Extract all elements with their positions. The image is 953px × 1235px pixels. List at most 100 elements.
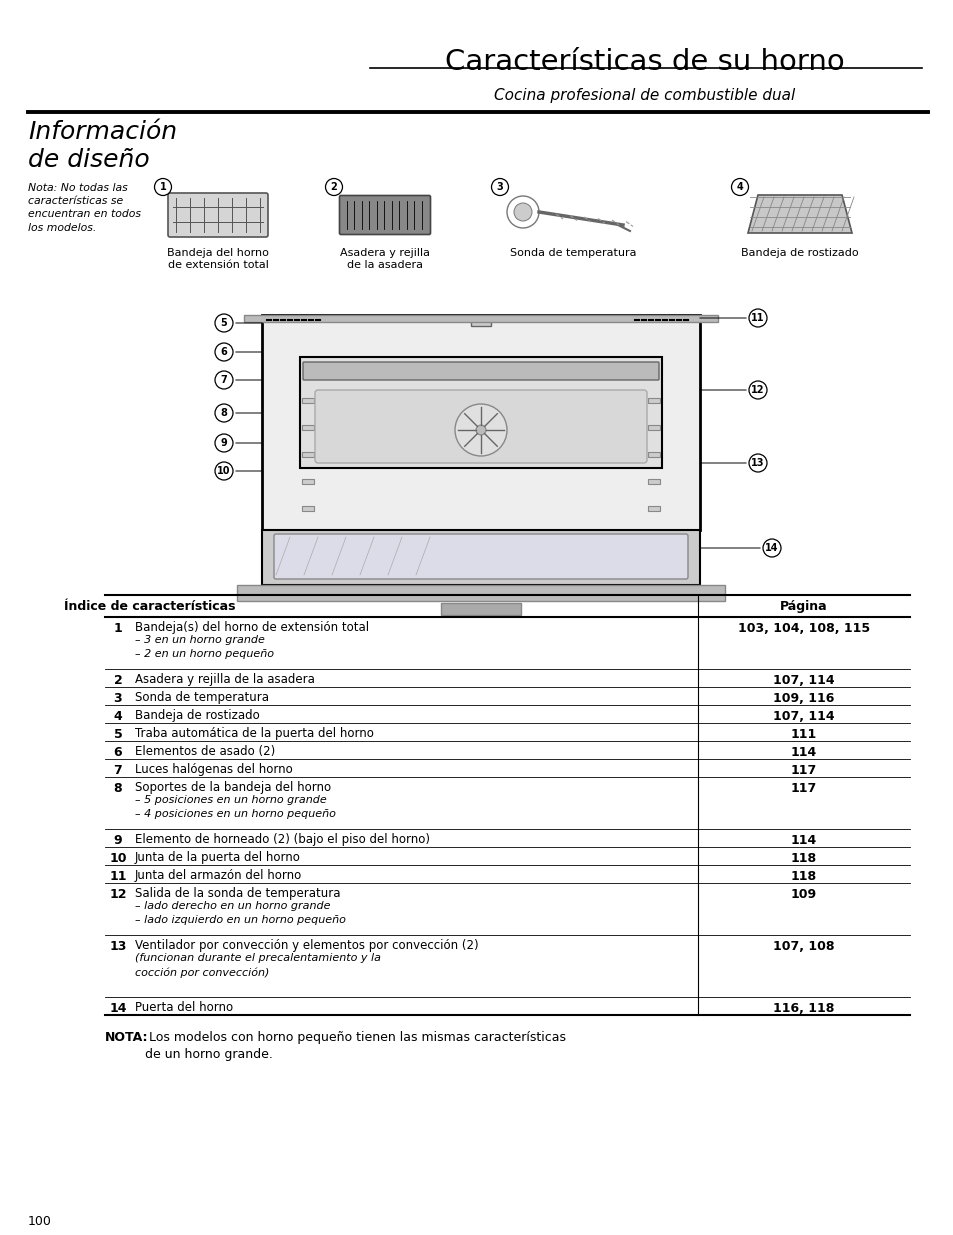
Text: Elementos de asado (2): Elementos de asado (2) [135,745,275,758]
Text: 3: 3 [497,182,503,191]
Text: 10: 10 [110,852,127,864]
Circle shape [214,314,233,332]
Circle shape [455,404,506,456]
Text: NOTA:: NOTA: [105,1031,149,1044]
Circle shape [214,343,233,361]
FancyBboxPatch shape [168,193,268,237]
FancyBboxPatch shape [647,398,659,403]
Text: 107, 108: 107, 108 [773,940,834,953]
FancyBboxPatch shape [647,452,659,457]
Circle shape [748,454,766,472]
Circle shape [214,404,233,422]
Text: 8: 8 [113,782,122,795]
Text: Sonda de temperatura: Sonda de temperatura [509,248,636,258]
FancyBboxPatch shape [440,603,520,615]
FancyBboxPatch shape [244,315,718,322]
Text: Junta de la puerta del horno: Junta de la puerta del horno [135,851,300,864]
Text: 9: 9 [220,438,227,448]
Text: (funcionan durante el precalentamiento y la: (funcionan durante el precalentamiento y… [135,953,380,963]
FancyBboxPatch shape [302,425,314,430]
Text: Bandeja del horno
de extensión total: Bandeja del horno de extensión total [167,248,269,270]
Text: 109, 116: 109, 116 [773,692,834,705]
Text: 8: 8 [220,408,227,417]
Circle shape [731,179,748,195]
Text: Asadera y rejilla
de la asadera: Asadera y rejilla de la asadera [339,248,430,270]
Text: 11: 11 [110,869,127,883]
Text: 13: 13 [750,458,764,468]
Text: 12: 12 [750,385,764,395]
FancyBboxPatch shape [302,398,314,403]
Text: 1: 1 [159,182,166,191]
Circle shape [214,462,233,480]
Text: 4: 4 [113,710,122,722]
Text: 114: 114 [790,746,817,760]
Text: 14: 14 [110,1002,127,1015]
Circle shape [506,196,538,228]
Circle shape [154,179,172,195]
Text: Información
de diseño: Información de diseño [28,120,177,172]
FancyBboxPatch shape [262,315,700,530]
Text: Salida de la sonda de temperatura: Salida de la sonda de temperatura [135,887,340,900]
Text: 12: 12 [110,888,127,902]
Circle shape [762,538,781,557]
Text: Bandeja(s) del horno de extensión total: Bandeja(s) del horno de extensión total [135,621,369,634]
FancyBboxPatch shape [302,506,314,511]
Text: 118: 118 [790,852,816,864]
Text: 111: 111 [790,727,817,741]
Text: Junta del armazón del horno: Junta del armazón del horno [135,869,302,882]
Text: 4: 4 [736,182,742,191]
Circle shape [514,203,532,221]
Text: Asadera y rejilla de la asadera: Asadera y rejilla de la asadera [135,673,314,685]
Text: Página: Página [780,600,827,613]
Text: – lado izquierdo en un horno pequeño: – lado izquierdo en un horno pequeño [135,915,346,925]
Polygon shape [747,195,851,233]
Text: 7: 7 [220,375,227,385]
Text: 2: 2 [113,674,122,687]
Text: 6: 6 [113,746,122,760]
FancyBboxPatch shape [302,479,314,484]
Text: 7: 7 [113,764,122,777]
Circle shape [748,382,766,399]
FancyBboxPatch shape [471,317,491,326]
Text: Los modelos con horno pequeño tienen las mismas características
de un horno gran: Los modelos con horno pequeño tienen las… [145,1031,565,1061]
Circle shape [214,370,233,389]
Text: Ventilador por convección y elementos por convección (2): Ventilador por convección y elementos po… [135,939,478,952]
Text: 107, 114: 107, 114 [772,674,834,687]
Text: 116, 118: 116, 118 [773,1002,834,1015]
FancyBboxPatch shape [262,530,700,585]
Circle shape [748,309,766,327]
Text: Nota: No todas las
características se
encuentran en todos
los modelos.: Nota: No todas las características se en… [28,183,141,232]
Text: Características de su horno: Características de su horno [445,48,844,77]
FancyBboxPatch shape [303,362,659,380]
Text: – 3 en un horno grande: – 3 en un horno grande [135,635,265,645]
FancyBboxPatch shape [236,585,724,601]
FancyBboxPatch shape [302,452,314,457]
Text: Sonda de temperatura: Sonda de temperatura [135,692,269,704]
Text: Bandeja de rostizado: Bandeja de rostizado [135,709,259,722]
Text: Índice de características: Índice de características [64,600,235,613]
Text: 13: 13 [110,940,127,953]
Text: – 5 posiciones en un horno grande: – 5 posiciones en un horno grande [135,795,327,805]
FancyBboxPatch shape [647,425,659,430]
Text: Soportes de la bandeja del horno: Soportes de la bandeja del horno [135,781,331,794]
Text: Puerta del horno: Puerta del horno [135,1002,233,1014]
Text: – lado derecho en un horno grande: – lado derecho en un horno grande [135,902,330,911]
Text: Bandeja de rostizado: Bandeja de rostizado [740,248,858,258]
FancyBboxPatch shape [339,195,430,235]
Circle shape [214,433,233,452]
FancyBboxPatch shape [274,534,687,579]
Text: 9: 9 [113,834,122,847]
Circle shape [491,179,508,195]
Text: 114: 114 [790,834,817,847]
Text: 107, 114: 107, 114 [772,710,834,722]
Text: 3: 3 [113,692,122,705]
Text: 1: 1 [113,622,122,635]
Text: cocción por convección): cocción por convección) [135,967,269,977]
Text: 117: 117 [790,764,817,777]
Text: 117: 117 [790,782,817,795]
FancyBboxPatch shape [647,506,659,511]
Text: 2: 2 [331,182,337,191]
FancyBboxPatch shape [647,479,659,484]
Text: Traba automática de la puerta del horno: Traba automática de la puerta del horno [135,727,374,740]
Text: 11: 11 [750,312,764,324]
